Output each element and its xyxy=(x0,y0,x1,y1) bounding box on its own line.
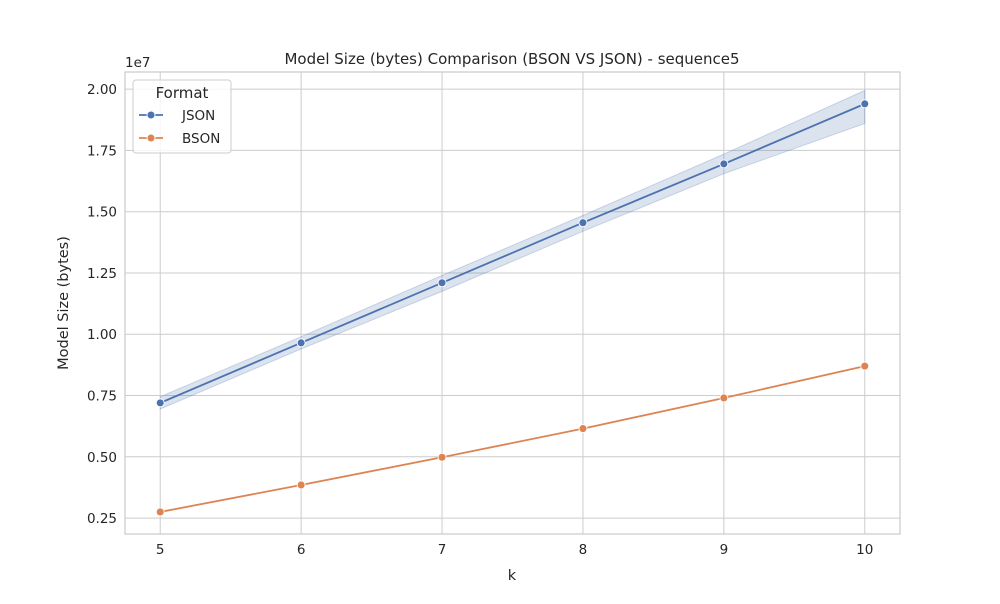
legend-label: BSON xyxy=(182,131,220,147)
json-data-point xyxy=(719,159,729,169)
x-tick-label: 7 xyxy=(438,542,447,558)
y-tick-label: 0.25 xyxy=(87,511,117,527)
x-tick-label: 8 xyxy=(579,542,588,558)
chart-title: Model Size (bytes) Comparison (BSON VS J… xyxy=(284,50,739,68)
series-lines xyxy=(159,103,866,513)
json-data-point xyxy=(860,99,870,109)
legend-marker-swatch xyxy=(146,133,156,143)
bson-data-point xyxy=(296,480,306,490)
x-tick-label: 9 xyxy=(720,542,729,558)
x-tick-label: 10 xyxy=(856,542,873,558)
y-tick-label: 1.25 xyxy=(87,266,117,282)
legend-label: JSON xyxy=(181,108,215,124)
bson-data-point xyxy=(578,424,588,434)
confidence-bands xyxy=(159,89,866,410)
json-confidence-band xyxy=(159,89,866,410)
bson-data-point xyxy=(860,361,870,371)
json-data-point xyxy=(155,398,165,408)
legend-title: Format xyxy=(156,84,209,102)
y-tick-labels: 0.25 0.50 0.75 1.00 1.25 1.50 1.75 2.00 xyxy=(87,82,117,527)
legend-box xyxy=(132,79,232,154)
json-data-point xyxy=(578,218,588,228)
json-data-point xyxy=(296,338,306,348)
bson-data-point xyxy=(155,507,165,517)
y-axis-offset-label: 1e7 xyxy=(125,55,150,71)
legend: Format JSON BSON xyxy=(132,79,232,154)
y-tick-label: 1.50 xyxy=(87,205,117,221)
legend-entry-bson: BSON xyxy=(139,131,220,147)
json-series-line xyxy=(159,103,866,404)
x-tick-label: 6 xyxy=(297,542,306,558)
y-tick-label: 2.00 xyxy=(87,82,117,98)
legend-entry-json: JSON xyxy=(139,108,215,124)
x-tick-label: 5 xyxy=(156,542,165,558)
series-points xyxy=(155,99,870,517)
json-data-point xyxy=(437,278,447,288)
y-axis-label: Model Size (bytes) xyxy=(56,236,72,370)
y-tick-label: 0.50 xyxy=(87,450,117,466)
bson-data-point xyxy=(719,393,729,403)
bson-series-line xyxy=(160,365,865,513)
grid xyxy=(125,72,900,534)
legend-marker-swatch xyxy=(146,110,156,120)
y-tick-label: 0.75 xyxy=(87,389,117,405)
plot-frame xyxy=(124,71,901,535)
x-axis-label: k xyxy=(508,568,517,584)
y-tick-label: 1.75 xyxy=(87,143,117,159)
x-tick-labels: 5 6 7 8 9 10 xyxy=(156,542,873,558)
bson-data-point xyxy=(437,452,447,462)
y-tick-label: 1.00 xyxy=(87,327,117,343)
